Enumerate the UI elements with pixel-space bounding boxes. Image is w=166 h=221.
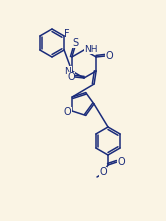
Text: O: O	[105, 51, 113, 61]
Text: NH: NH	[84, 44, 98, 53]
Text: N: N	[65, 67, 71, 76]
Text: O: O	[99, 167, 107, 177]
Text: O: O	[117, 157, 125, 167]
Text: O: O	[63, 107, 71, 117]
Text: S: S	[73, 38, 79, 48]
Text: F: F	[64, 29, 70, 39]
Text: O: O	[67, 72, 75, 82]
